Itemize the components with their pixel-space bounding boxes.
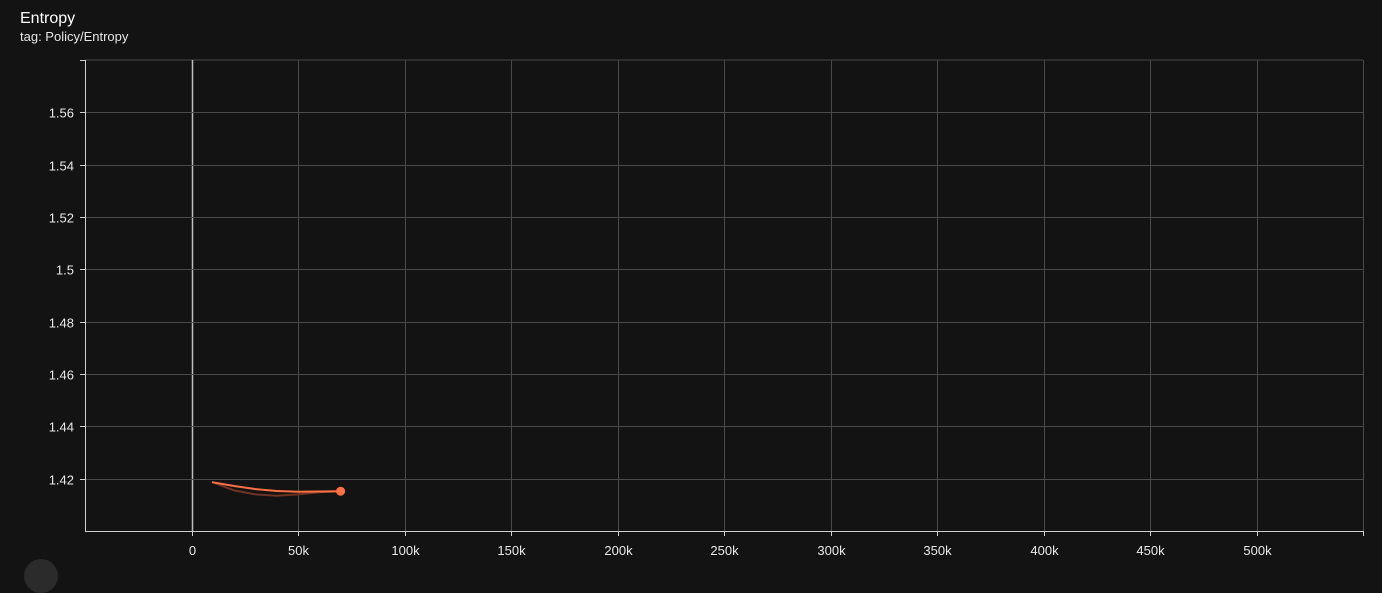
x-tick-label: 350k <box>923 543 952 558</box>
axes <box>80 60 1364 536</box>
x-tick-label: 500k <box>1243 543 1272 558</box>
tick-labels: 0 50k 100k 150k 200k 250k 300k 350k 400k 450k 500k… <box>49 106 1272 559</box>
x-tick-label: 100k <box>391 543 420 558</box>
y-tick-label: 1.48 <box>49 316 74 331</box>
smoothed-series-line[interactable] <box>211 481 342 493</box>
x-tick-label: 150k <box>497 543 526 558</box>
series-layer[interactable] <box>211 481 346 497</box>
x-tick-label: 50k <box>288 543 309 558</box>
fit-domain-button[interactable] <box>24 559 58 593</box>
x-tick-label: 300k <box>817 543 846 558</box>
y-tick-label: 1.44 <box>49 420 74 435</box>
last-point-marker[interactable] <box>336 486 346 496</box>
card-header: Entropy tag: Policy/Entropy <box>20 9 128 45</box>
x-tick-label: 450k <box>1136 543 1165 558</box>
x-tick-label: 0 <box>189 543 196 558</box>
x-tick-label: 400k <box>1030 543 1059 558</box>
y-tick-label: 1.42 <box>49 473 74 488</box>
raw-series-line[interactable] <box>211 481 342 497</box>
y-tick-label: 1.56 <box>49 106 74 121</box>
line-chart[interactable]: 0 50k 100k 150k 200k 250k 300k 350k 400k 450k 500k… <box>0 0 1382 567</box>
chart-title: Entropy <box>20 10 76 27</box>
y-tick-label: 1.54 <box>49 159 74 174</box>
x-tick-label: 200k <box>604 543 633 558</box>
y-tick-label: 1.46 <box>49 368 74 383</box>
grid-lines <box>85 59 1364 531</box>
chart-tag: tag: Policy/Entropy <box>20 29 129 44</box>
y-tick-label: 1.5 <box>56 263 74 278</box>
x-tick-label: 250k <box>710 543 739 558</box>
y-tick-label: 1.52 <box>49 211 74 226</box>
